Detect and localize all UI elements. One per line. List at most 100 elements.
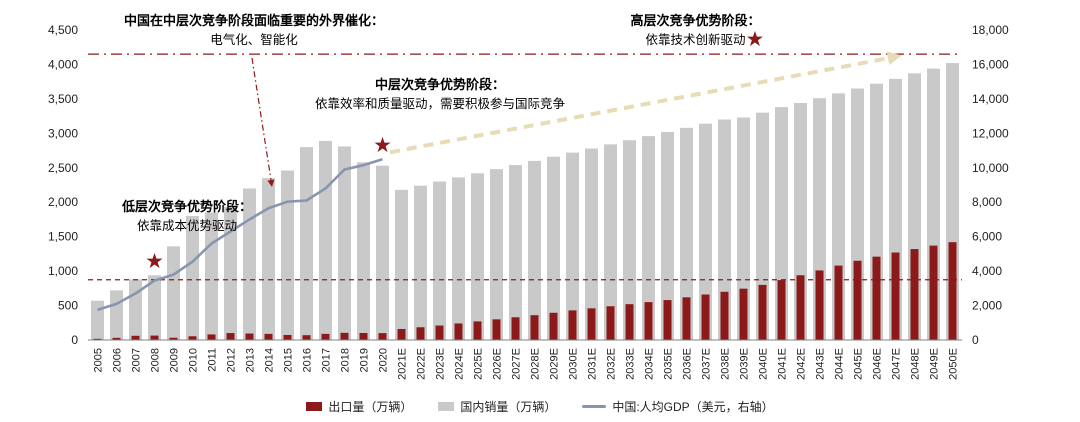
- annotation-low-stage-body: 依靠成本优势驱动: [136, 218, 237, 233]
- x-axis-label: 2010: [188, 348, 200, 372]
- bar-domestic-sales: [281, 170, 294, 340]
- bar-exports: [720, 291, 729, 340]
- annotation-low-stage: 低层次竞争优势阶段： 依靠成本优势驱动: [92, 198, 282, 235]
- bar-exports: [416, 327, 425, 340]
- bar-domestic-sales: [205, 212, 218, 340]
- bar-exports: [777, 280, 786, 340]
- bar-domestic-sales: [604, 144, 617, 340]
- bar-exports: [378, 333, 387, 340]
- x-axis-label: 2022E: [416, 348, 428, 380]
- bar-exports: [606, 306, 615, 340]
- bar-domestic-sales: [148, 275, 161, 340]
- bar-exports: [929, 245, 938, 340]
- bar-exports: [796, 275, 805, 340]
- catalyst-pointer-head: [267, 179, 275, 187]
- x-axis-label: 2042E: [796, 348, 808, 380]
- bar-exports: [815, 270, 824, 340]
- bar-domestic-sales: [471, 173, 484, 340]
- x-axis-label: 2025E: [473, 348, 485, 380]
- x-axis-label: 2034E: [644, 348, 656, 380]
- bar-domestic-sales: [566, 152, 579, 340]
- bar-domestic-sales: [186, 216, 199, 340]
- y-axis-tick-left: 2,500: [48, 161, 78, 175]
- bar-domestic-sales: [585, 148, 598, 340]
- legend-swatch-gdp-line: [582, 405, 607, 408]
- bar-exports: [739, 288, 748, 340]
- x-axis-label: 2040E: [758, 348, 770, 380]
- bar-exports: [397, 328, 406, 340]
- bar-domestic-sales: [262, 178, 275, 340]
- x-axis-label: 2013: [245, 348, 257, 372]
- bar-domestic-sales: [300, 147, 313, 340]
- bar-exports: [701, 294, 710, 340]
- bar-exports: [682, 297, 691, 340]
- gdp-line: [97, 157, 383, 312]
- bar-exports: [568, 310, 577, 340]
- y-axis-tick-left: 1,000: [48, 264, 78, 278]
- annotation-mid-stage: 中层次竞争优势阶段： 依靠效率和质量驱动，需要积极参与国际竞争: [300, 76, 580, 113]
- bar-domestic-sales: [661, 131, 674, 340]
- x-axis-label: 2016: [302, 348, 314, 372]
- annotation-high-stage-title: 高层次竞争优势阶段：: [630, 13, 761, 28]
- x-axis-label: 2017: [321, 348, 333, 372]
- annotation-mid-stage-title: 中层次竞争优势阶段：: [374, 77, 505, 92]
- y-axis-tick-left: 1,500: [48, 230, 78, 244]
- x-axis-label: 2006: [112, 348, 124, 372]
- bar-exports: [872, 256, 881, 340]
- bar-domestic-sales: [338, 146, 351, 340]
- x-axis-label: 2009: [169, 348, 181, 372]
- x-axis-label: 2039E: [739, 348, 751, 380]
- y-axis-tick-right: 6,000: [972, 230, 1002, 244]
- y-axis-tick-right: 12,000: [972, 126, 1009, 140]
- bar-domestic-sales: [376, 165, 389, 340]
- annotation-mid-stage-body: 依靠效率和质量驱动，需要积极参与国际竞争: [314, 96, 565, 111]
- x-axis-label: 2005: [93, 348, 105, 372]
- bar-exports: [435, 325, 444, 340]
- bar-exports: [283, 334, 292, 340]
- bar-exports: [302, 335, 311, 340]
- y-axis-tick-left: 0: [71, 333, 78, 347]
- bar-domestic-sales: [756, 112, 769, 341]
- bar-exports: [834, 265, 843, 340]
- bar-domestic-sales: [414, 185, 427, 340]
- annotation-catalyst-body: 电气化、智能化: [210, 32, 298, 47]
- x-axis-label: 2044E: [834, 348, 846, 380]
- bar-exports: [644, 302, 653, 340]
- bar-exports: [150, 335, 159, 340]
- bar-domestic-sales: [129, 279, 142, 340]
- bar-domestic-sales: [490, 169, 503, 340]
- x-axis-label: 2020: [378, 348, 390, 372]
- bar-domestic-sales: [699, 123, 712, 340]
- bar-exports: [112, 337, 121, 340]
- x-axis-label: 2033E: [625, 348, 637, 380]
- x-axis-label: 2043E: [815, 348, 827, 380]
- bar-exports: [891, 252, 900, 340]
- bar-exports: [359, 332, 368, 340]
- bar-exports: [245, 333, 254, 340]
- bar-domestic-sales: [680, 127, 693, 340]
- bar-domestic-sales: [395, 189, 408, 340]
- x-axis-label: 2035E: [663, 348, 675, 380]
- annotation-high-stage: 高层次竞争优势阶段： 依靠技术创新驱动: [588, 12, 803, 49]
- bar-exports: [530, 315, 539, 340]
- x-axis-label: 2030E: [568, 348, 580, 380]
- bar-domestic-sales: [91, 300, 104, 340]
- x-axis-label: 2031E: [587, 348, 599, 380]
- legend-label-exports: 出口量（万辆）: [328, 400, 413, 414]
- x-axis-label: 2024E: [454, 348, 466, 380]
- bar-exports: [321, 333, 330, 340]
- x-axis-label: 2049E: [929, 348, 941, 380]
- x-axis-label: 2011: [207, 348, 219, 372]
- y-axis-tick-right: 18,000: [972, 23, 1009, 37]
- y-axis-tick-left: 2,000: [48, 195, 78, 209]
- y-axis-tick-left: 3,500: [48, 92, 78, 106]
- x-axis-label: 2026E: [492, 348, 504, 380]
- bar-domestic-sales: [718, 119, 731, 340]
- x-axis-label: 2045E: [853, 348, 865, 380]
- x-axis-label: 2018: [340, 348, 352, 372]
- bar-domestic-sales: [547, 156, 560, 340]
- y-axis-tick-right: 4,000: [972, 264, 1002, 278]
- bar-exports: [853, 260, 862, 340]
